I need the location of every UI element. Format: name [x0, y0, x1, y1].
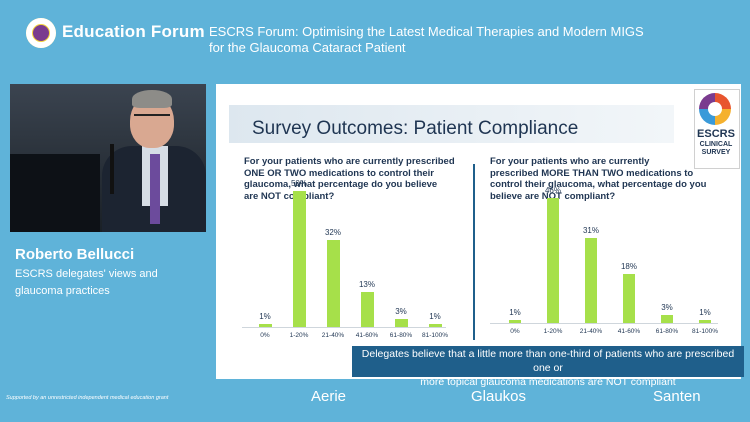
- sponsor-aerie: Aerie: [311, 388, 347, 405]
- slide-title-bar: [229, 105, 674, 143]
- speaker-video[interactable]: [10, 84, 206, 232]
- left-chart-category-label: 0%: [260, 332, 270, 339]
- left-chart-value-label: 1%: [429, 312, 441, 321]
- left-chart-category-label: 41-60%: [355, 332, 379, 339]
- right-question-line: For your patients who are currently: [490, 156, 650, 167]
- left-chart-category-label: 81-100%: [421, 332, 449, 339]
- right-chart-category-label: 81-100%: [691, 328, 719, 335]
- right-chart-axis: [490, 323, 718, 324]
- grant-disclaimer: Supported by an unrestricted independent…: [6, 395, 169, 401]
- right-chart-bar: [699, 320, 711, 323]
- right-chart-value-label: 1%: [509, 308, 521, 317]
- left-chart-value-label: 13%: [358, 279, 375, 289]
- sponsor-glaukos: Glaukos: [471, 388, 527, 405]
- right-chart-bar: [509, 320, 521, 323]
- slide-title: Survey Outcomes: Patient Compliance: [252, 118, 579, 139]
- left-chart-category-label: 61-80%: [389, 332, 413, 339]
- left-chart-value-label: 32%: [324, 227, 341, 237]
- left-chart-category-label: 1-20%: [289, 332, 309, 339]
- right-chart-category-label: 0%: [510, 328, 520, 335]
- left-chart-bar: [326, 239, 340, 327]
- presentation-slide: Survey Outcomes: Patient Compliance ESCR…: [216, 84, 741, 379]
- speaker-role-line-2: glaucoma practices: [15, 285, 110, 297]
- right-chart-bar: [623, 273, 635, 323]
- right-chart-value-label: 18%: [620, 261, 637, 271]
- microphone: [110, 144, 114, 194]
- right-chart-value-label: 31%: [582, 226, 599, 236]
- left-chart-value-label: 1%: [259, 312, 271, 321]
- left-question: For your patients who are currently pres…: [244, 156, 476, 202]
- badge-escrs-text: ESCRS: [697, 128, 735, 140]
- left-question-line: glaucoma, what percentage do you believe: [244, 179, 438, 190]
- right-question-line: believe are NOT compliant?: [490, 190, 616, 202]
- left-chart-axis: [242, 327, 446, 328]
- conclusion-line-2: more topical glaucoma medications are NO…: [420, 376, 676, 388]
- right-chart-category-label: 21-40%: [579, 328, 603, 335]
- session-title-line-1: ESCRS Forum: Optimising the Latest Medic…: [209, 24, 644, 39]
- right-chart-category-label: 1-20%: [543, 328, 563, 335]
- column-divider: [473, 164, 475, 340]
- right-chart-bar: [585, 238, 597, 323]
- right-question-line: control their glaucoma, what percentage …: [490, 179, 707, 190]
- left-question-line: are NOT compliant?: [244, 190, 335, 202]
- conclusion-banner: Delegates believe that a little more tha…: [352, 346, 744, 388]
- speaker-role: ESCRS delegates' views and glaucoma prac…: [15, 266, 195, 300]
- badge-survey: SURVEY: [701, 149, 731, 156]
- left-chart-bar: [292, 190, 306, 327]
- badge-clinical: CLINICAL: [699, 141, 733, 148]
- left-question-line: ONE OR TWO medications to control their: [244, 167, 435, 179]
- left-chart-bar: [360, 291, 374, 327]
- speaker-hair: [132, 90, 172, 108]
- right-chart-value-label: 1%: [699, 308, 711, 317]
- left-question-line: For your patients who are currently pres…: [244, 156, 455, 167]
- speaker-glasses: [134, 114, 170, 122]
- survey-logo-center: [708, 102, 722, 116]
- logo-center: [33, 25, 49, 41]
- right-chart-value-label: 3%: [661, 302, 673, 312]
- left-chart-bar: [428, 324, 442, 327]
- right-chart-category-label: 41-60%: [617, 328, 641, 335]
- right-chart-bar: [661, 314, 673, 323]
- left-chart-category-label: 21-40%: [321, 332, 345, 339]
- conclusion-line-1: Delegates believe that a little more tha…: [361, 348, 735, 374]
- brand-name: Education Forum: [62, 22, 205, 41]
- speaker-name: Roberto Bellucci: [15, 246, 135, 263]
- speaker-lanyard: [150, 154, 160, 224]
- left-chart-bar: [258, 324, 272, 327]
- badge-clinical-survey-text: CLINICAL SURVEY: [695, 141, 737, 157]
- session-title-line-2: for the Glaucoma Cataract Patient: [209, 40, 406, 55]
- left-chart-bar: [394, 318, 408, 327]
- lectern-monitor: [10, 154, 100, 232]
- left-chart-value-label: 3%: [395, 306, 407, 316]
- speaker-role-line-1: ESCRS delegates' views and: [15, 268, 158, 280]
- right-chart-category-label: 61-80%: [655, 328, 679, 335]
- right-chart-value-label: 46%: [544, 185, 561, 195]
- sponsor-santen: Santen: [653, 388, 701, 405]
- right-chart-bar: [547, 197, 559, 323]
- right-question-line: prescribed MORE THAN TWO medications to: [490, 167, 694, 179]
- left-chart-value-label: 50%: [290, 178, 307, 188]
- session-title: ESCRS Forum: Optimising the Latest Medic…: [209, 24, 679, 56]
- right-question: For your patients who are currently pres…: [490, 156, 722, 202]
